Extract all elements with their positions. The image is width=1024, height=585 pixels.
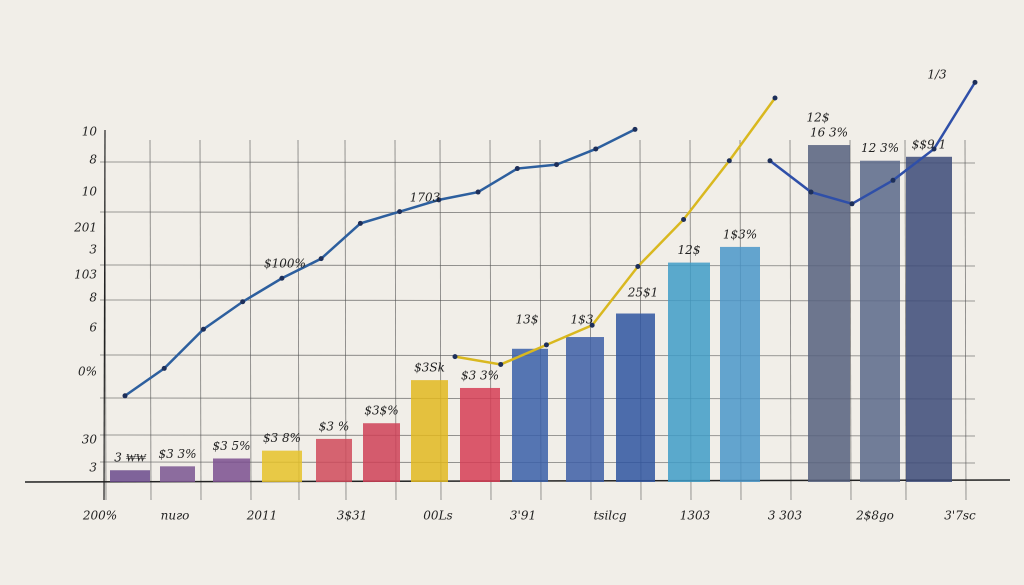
line-point	[593, 146, 599, 152]
bar-label: $3 8%	[263, 431, 301, 445]
bar-label: 12 3%	[861, 141, 899, 155]
line-point	[122, 393, 128, 399]
x-tick-label: 200%	[82, 509, 117, 523]
line-point	[514, 166, 520, 172]
bar-label: 16 3%	[810, 126, 848, 140]
line-point	[808, 189, 814, 195]
bar	[460, 387, 500, 482]
bar	[616, 313, 655, 482]
x-tick-label: 3$31	[337, 509, 368, 523]
y-tick-label: 8	[89, 153, 97, 167]
line-point	[726, 158, 732, 164]
bar	[160, 466, 195, 482]
bar	[213, 458, 250, 482]
x-tick-label: пиго	[161, 509, 190, 523]
line-point	[589, 322, 595, 328]
y-tick-label: 10	[82, 185, 98, 199]
bar-label: $3Sk	[414, 361, 445, 375]
line-point	[849, 201, 855, 207]
line-point	[475, 189, 481, 195]
bar-label: 12$	[678, 243, 701, 257]
line-point	[318, 256, 324, 262]
y-tick-label: 8	[89, 291, 97, 305]
grid-line	[849, 139, 852, 501]
annotation: 1703	[410, 191, 441, 205]
annotation: 12$	[807, 111, 830, 125]
annotation: 13$	[516, 313, 539, 327]
bar-label: $3 3%	[461, 368, 499, 382]
bar	[363, 423, 400, 482]
y-tick-label: 3	[89, 243, 97, 257]
line-point	[200, 326, 206, 332]
x-tick-label: 2$8go	[855, 509, 894, 523]
bar	[720, 246, 760, 482]
x-tick-label: 2011	[246, 509, 278, 523]
line-point	[554, 162, 560, 168]
line-point	[436, 197, 442, 203]
line-point	[240, 299, 246, 305]
bar	[860, 160, 900, 482]
line-point	[498, 361, 504, 367]
grid-line	[964, 139, 967, 501]
bar	[512, 348, 548, 482]
line-point	[772, 95, 778, 101]
annotation: 25$1	[627, 286, 659, 300]
x-tick-label: 3'7sc	[944, 509, 976, 523]
line	[769, 81, 977, 206]
grid-line	[789, 139, 792, 501]
line-point	[681, 216, 687, 222]
line-point	[972, 79, 978, 85]
bar	[668, 262, 710, 482]
y-tick-label: 0%	[78, 365, 97, 379]
bar	[808, 145, 850, 482]
bar	[110, 470, 150, 482]
x-tick-label: 00Ls	[423, 509, 452, 523]
y-tick-label: 10	[82, 125, 98, 139]
x-tick-label: tsilcg	[593, 509, 626, 523]
line-point	[635, 264, 641, 269]
line-point	[161, 365, 167, 371]
bar	[566, 337, 604, 482]
line-point	[452, 354, 458, 360]
line-point	[767, 158, 773, 164]
bar-label: 3 ₩₩	[114, 451, 146, 465]
line-point	[357, 220, 363, 226]
bar-label: $3 %	[319, 419, 350, 433]
bar	[906, 156, 952, 483]
y-tick-label: 6	[89, 321, 97, 335]
y-tick-label: 3	[89, 461, 97, 475]
line	[124, 128, 636, 397]
y-axis	[103, 129, 106, 501]
bar-label: $3$%	[364, 404, 398, 418]
grid-line	[149, 139, 152, 501]
line-point	[279, 275, 285, 281]
x-tick-label: 3'91	[510, 509, 536, 523]
bar-label: 1$3%	[723, 227, 757, 241]
annotation: 1/3	[927, 68, 947, 82]
grid-line	[249, 139, 252, 501]
bar-label: $3 3%	[158, 447, 196, 461]
bar	[316, 438, 352, 482]
grid-line	[297, 139, 300, 501]
grid-line	[199, 139, 202, 501]
bar-label: $3 5%	[212, 439, 250, 453]
y-tick-label: 30	[82, 433, 98, 447]
line	[454, 97, 777, 366]
bar	[262, 450, 302, 482]
y-tick-label: 201	[73, 221, 97, 235]
y-tick-label: 103	[74, 268, 97, 282]
x-tick-label: 3 303	[768, 509, 803, 523]
grid-line	[904, 139, 907, 501]
bar	[411, 380, 448, 482]
annotation: 1$3	[571, 313, 594, 327]
line-point	[543, 342, 549, 348]
line-point	[632, 126, 638, 132]
x-tick-label: 1303	[680, 509, 711, 523]
line-point	[931, 146, 937, 152]
annotation: $100%	[264, 257, 306, 271]
line-point	[890, 177, 896, 183]
line-point	[397, 209, 403, 215]
